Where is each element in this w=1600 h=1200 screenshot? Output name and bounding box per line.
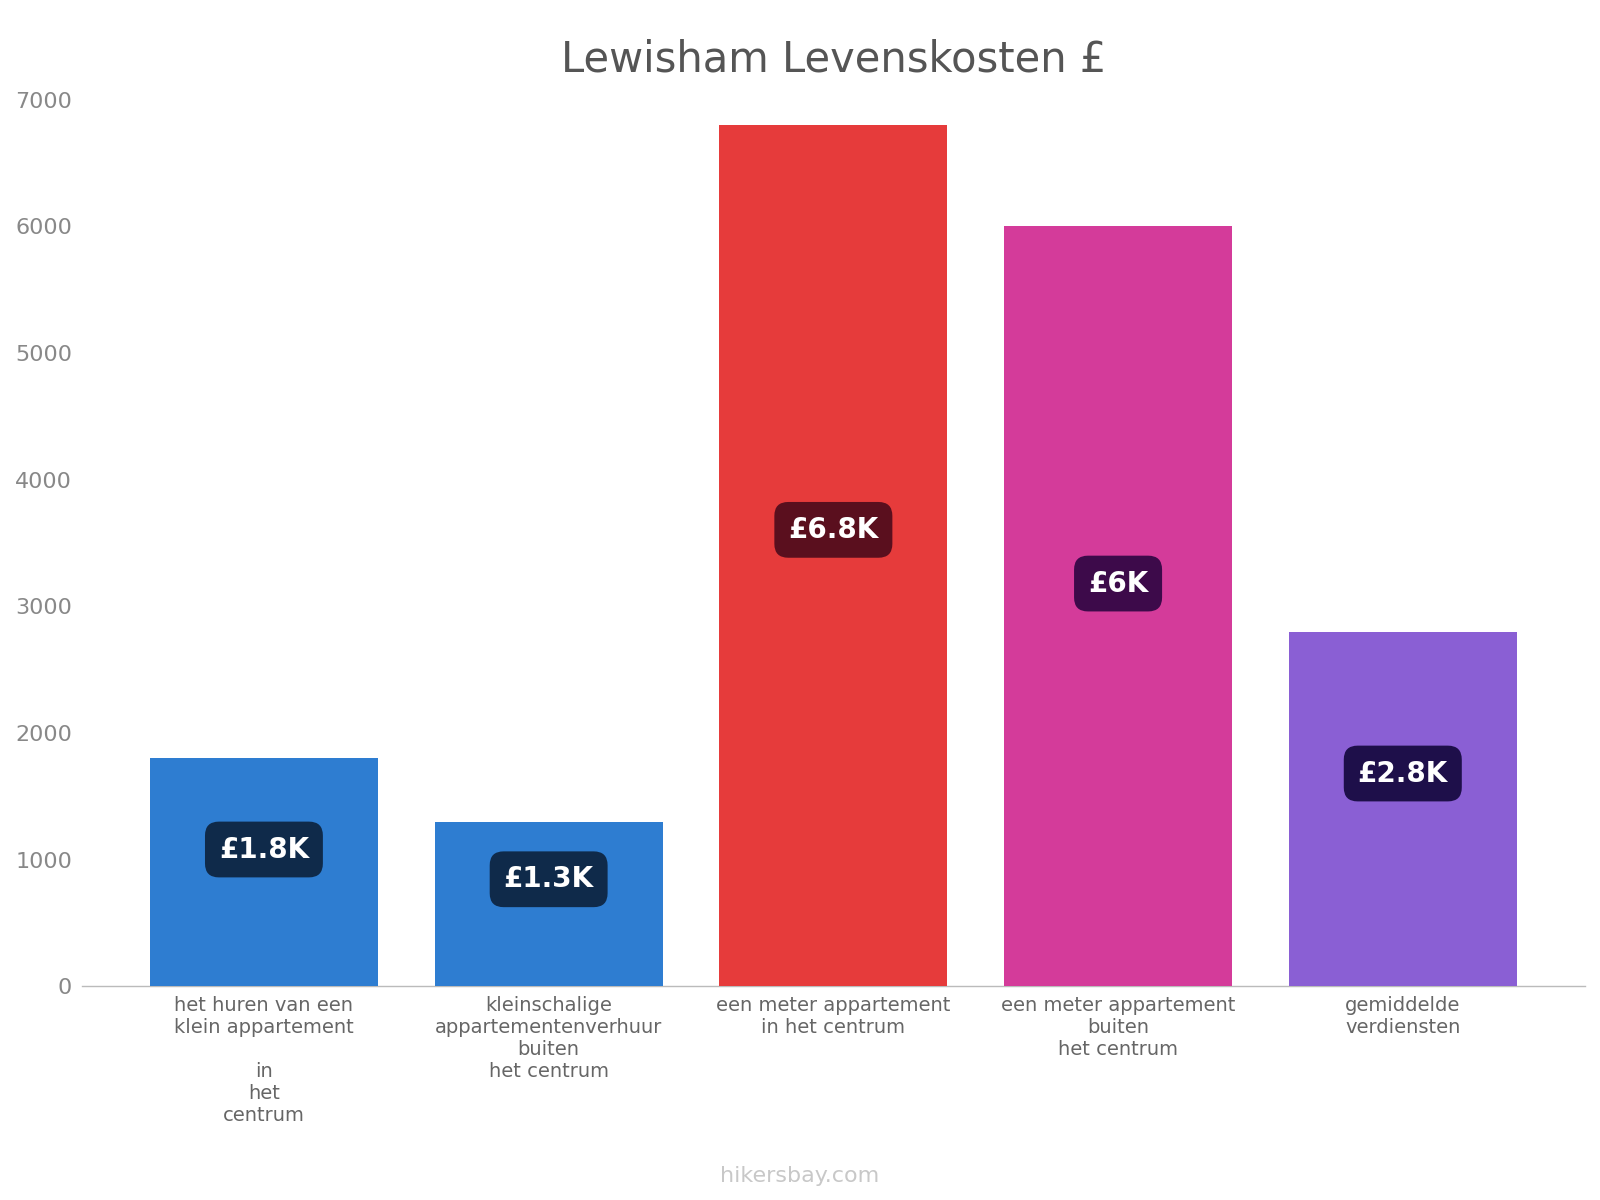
Title: Lewisham Levenskosten £: Lewisham Levenskosten £ <box>560 38 1106 80</box>
Text: £6K: £6K <box>1088 570 1149 598</box>
Bar <box>720 125 947 986</box>
Text: £6.8K: £6.8K <box>789 516 878 544</box>
Bar <box>1290 631 1517 986</box>
Text: £1.8K: £1.8K <box>219 835 309 864</box>
Bar <box>150 758 378 986</box>
Bar <box>435 822 662 986</box>
Text: £2.8K: £2.8K <box>1358 760 1448 787</box>
Text: £1.3K: £1.3K <box>504 865 594 893</box>
Bar <box>1005 227 1232 986</box>
Text: hikersbay.com: hikersbay.com <box>720 1166 880 1186</box>
